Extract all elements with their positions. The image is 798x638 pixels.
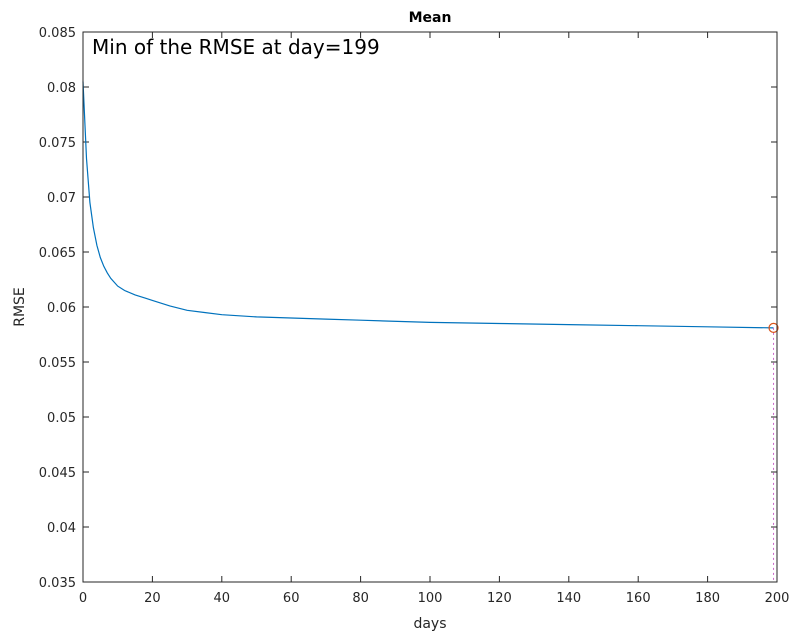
chart-title: Mean bbox=[409, 10, 452, 26]
y-tick-label: 0.075 bbox=[39, 136, 76, 151]
x-tick-label: 40 bbox=[214, 591, 231, 606]
y-axis-ticks: 0.035 0.04 0.045 0.05 0.055 0.06 0.065 0.07 0.07… bbox=[39, 26, 777, 591]
y-tick-label: 0.06 bbox=[47, 301, 76, 316]
y-tick-label: 0.045 bbox=[39, 466, 76, 481]
x-tick-label: 180 bbox=[695, 591, 720, 606]
y-tick-label: 0.055 bbox=[39, 356, 76, 371]
plot-frame bbox=[82, 31, 778, 583]
y-tick-label: 0.05 bbox=[47, 411, 76, 426]
y-tick-label: 0.07 bbox=[47, 191, 76, 206]
x-tick-label: 20 bbox=[144, 591, 161, 606]
y-tick-label: 0.065 bbox=[39, 246, 76, 261]
x-tick-label: 0 bbox=[79, 591, 87, 606]
rmse-series-line bbox=[82, 81, 774, 329]
x-tick-label: 80 bbox=[352, 591, 369, 606]
min-marker bbox=[768, 322, 779, 333]
y-axis-label: RMSE bbox=[12, 287, 28, 327]
min-annotation: Min of the RMSE at day=199 bbox=[92, 35, 380, 59]
y-tick-label: 0.08 bbox=[47, 81, 76, 96]
plot-area bbox=[83, 32, 777, 582]
x-tick-label: 60 bbox=[283, 591, 300, 606]
x-tick-label: 140 bbox=[556, 591, 581, 606]
x-axis-label: days bbox=[413, 616, 446, 632]
x-tick-label: 120 bbox=[487, 591, 512, 606]
x-axis-ticks: 0 20 40 60 80 100 120 140 160 180 200 bbox=[79, 32, 790, 606]
y-tick-label: 0.035 bbox=[39, 576, 76, 591]
x-tick-label: 100 bbox=[418, 591, 443, 606]
x-tick-label: 160 bbox=[626, 591, 651, 606]
x-tick-label: 200 bbox=[765, 591, 790, 606]
y-tick-label: 0.085 bbox=[39, 26, 76, 41]
y-tick-label: 0.04 bbox=[47, 521, 76, 536]
